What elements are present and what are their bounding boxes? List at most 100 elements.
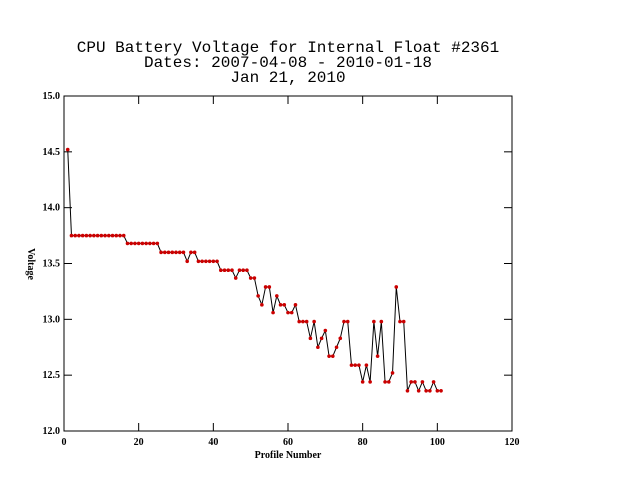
data-point: [133, 241, 137, 246]
data-point: [439, 389, 443, 393]
data-point: [170, 250, 175, 255]
data-point: [248, 276, 253, 280]
data-point: [80, 233, 85, 238]
data-point: [379, 319, 384, 324]
data-point: [196, 259, 201, 264]
data-point: [192, 250, 197, 255]
plot-frame: [63, 95, 513, 432]
data-point: [174, 250, 178, 255]
data-point: [114, 233, 119, 238]
y-tick-label: 12.5: [43, 370, 61, 381]
x-tick-label: 80: [358, 437, 368, 448]
data-point: [121, 233, 126, 238]
data-point: [211, 259, 216, 264]
data-point: [387, 380, 391, 384]
chart-date: Jan 21, 2010: [230, 69, 345, 87]
data-point: [431, 380, 436, 384]
data-point: [345, 319, 350, 324]
data-point: [129, 241, 133, 246]
x-tick-label: 40: [208, 437, 218, 448]
data-point: [293, 303, 298, 307]
data-point: [364, 363, 369, 367]
data-point: [263, 285, 268, 289]
data-point: [237, 268, 242, 273]
data-point: [375, 354, 380, 358]
data-point: [368, 380, 372, 384]
x-tick-label: 120: [505, 437, 520, 448]
data-point: [95, 233, 100, 238]
data-point: [222, 268, 227, 273]
data-point: [319, 336, 324, 341]
data-point: [286, 310, 290, 315]
data-point: [256, 294, 260, 298]
data-point: [398, 319, 402, 324]
data-point: [204, 259, 208, 264]
data-point: [267, 285, 272, 289]
data-point: [278, 303, 283, 307]
data-point: [148, 241, 152, 246]
data-point: [136, 241, 141, 246]
data-point: [88, 233, 92, 238]
chart-subtitle: Dates: 2007-04-08 - 2010-01-18: [144, 54, 432, 72]
data-point: [125, 241, 130, 246]
y-tick-label: 15.0: [43, 91, 61, 102]
data-point: [245, 268, 249, 273]
data-point: [401, 319, 406, 324]
data-point: [342, 319, 346, 324]
data-point: [189, 250, 193, 255]
data-point: [69, 233, 74, 238]
data-point: [166, 250, 171, 255]
data-point: [207, 259, 212, 264]
data-point: [297, 319, 302, 324]
data-line: [67, 149, 442, 393]
data-point: [289, 310, 294, 315]
data-point: [308, 336, 313, 341]
data-point: [181, 250, 186, 255]
y-tick-label: 14.5: [43, 147, 61, 158]
data-point: [233, 276, 238, 280]
data-point: [241, 268, 245, 273]
data-point: [372, 319, 376, 324]
data-point: [383, 380, 387, 384]
y-tick-label: 14.0: [43, 203, 61, 214]
data-point: [428, 389, 432, 393]
data-point: [177, 250, 182, 255]
y-tick-label: 13.5: [43, 259, 61, 270]
data-point: [230, 268, 234, 273]
data-point: [424, 389, 428, 393]
data-point: [353, 363, 358, 367]
data-point: [200, 259, 204, 264]
x-tick-label: 20: [134, 437, 144, 448]
data-point: [405, 389, 410, 393]
x-tick-label: 100: [430, 437, 445, 448]
y-axis-label: Voltage: [25, 248, 36, 280]
data-point: [360, 380, 365, 384]
data-point: [435, 389, 440, 393]
data-point: [118, 233, 122, 238]
y-tick-label: 13.0: [43, 314, 61, 325]
data-point: [357, 363, 361, 367]
data-point: [394, 285, 399, 289]
data-point: [416, 389, 421, 393]
x-tick-label: 60: [283, 437, 293, 448]
data-point: [304, 319, 309, 324]
data-point: [282, 303, 287, 307]
data-point: [140, 241, 145, 246]
data-point: [275, 294, 279, 298]
data-point: [226, 268, 231, 273]
y-tick-label: 12.0: [43, 426, 61, 437]
data-point: [312, 319, 316, 324]
data-point: [323, 328, 328, 333]
data-point: [316, 345, 320, 350]
data-point: [338, 336, 343, 341]
data-point: [331, 354, 335, 358]
x-axis-label: Profile Number: [255, 450, 322, 461]
data-point: [301, 319, 305, 324]
data-point: [215, 259, 219, 264]
data-point: [151, 241, 156, 246]
data-point: [271, 310, 275, 315]
data-point: [409, 380, 414, 384]
data-point: [77, 233, 81, 238]
